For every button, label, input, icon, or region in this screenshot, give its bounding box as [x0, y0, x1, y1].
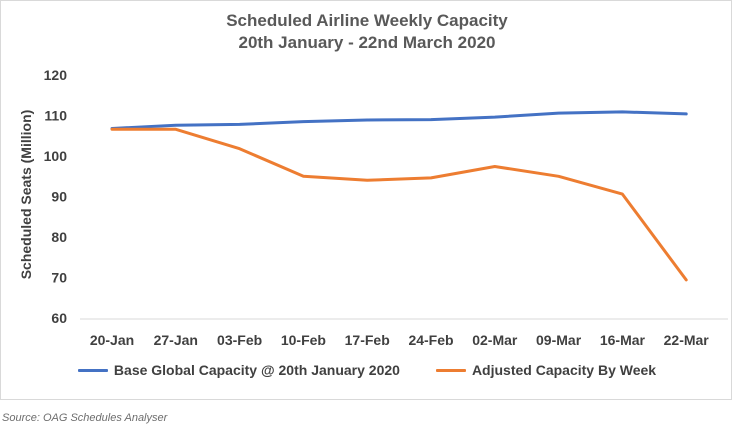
y-axis-title: Scheduled Seats (Million) [18, 110, 34, 280]
x-tick-label: 24-Feb [408, 332, 453, 348]
y-tick-label: 110 [44, 108, 67, 124]
chart-title: Scheduled Airline Weekly Capacity 20th J… [0, 10, 734, 54]
x-tick-label: 10-Feb [281, 332, 326, 348]
series-line-base [110, 110, 688, 130]
legend: Base Global Capacity @ 20th January 2020… [0, 362, 734, 378]
y-tick-label: 100 [44, 148, 68, 164]
y-tick-label: 60 [51, 310, 67, 326]
x-tick-label: 09-Mar [536, 332, 582, 348]
x-tick-label: 16-Mar [600, 332, 646, 348]
series-line-adjusted [110, 127, 688, 282]
legend-label-adjusted: Adjusted Capacity By Week [471, 362, 657, 378]
x-tick-label: 20-Jan [90, 332, 134, 348]
x-tick-label: 17-Feb [345, 332, 390, 348]
x-tick-label: 03-Feb [217, 332, 262, 348]
chart-title-line-2: 20th January - 22nd March 2020 [238, 33, 496, 52]
y-tick-label: 70 [51, 270, 67, 286]
legend-swatch-base [77, 368, 108, 372]
legend-item-base: Base Global Capacity @ 20th January 2020 [77, 362, 400, 378]
legend-item-adjusted: Adjusted Capacity By Week [435, 362, 657, 378]
line-chart: 60 70 80 90 100 110 120 20-Jan 27-Jan 03-Feb 10-Fe… [18, 67, 728, 348]
legend-swatch-adjusted [435, 368, 466, 372]
x-tick-label: 02-Mar [472, 332, 518, 348]
y-tick-label: 120 [44, 67, 68, 83]
y-tick-label: 80 [51, 229, 67, 245]
chart-frame [0, 0, 732, 400]
x-tick-label: 27-Jan [154, 332, 198, 348]
x-tick-label: 22-Mar [664, 332, 710, 348]
source-note: Source: OAG Schedules Analyser [2, 412, 168, 424]
chart-title-line-1: Scheduled Airline Weekly Capacity [226, 11, 508, 30]
legend-label-base: Base Global Capacity @ 20th January 2020 [113, 362, 400, 378]
y-tick-label: 90 [51, 189, 67, 205]
